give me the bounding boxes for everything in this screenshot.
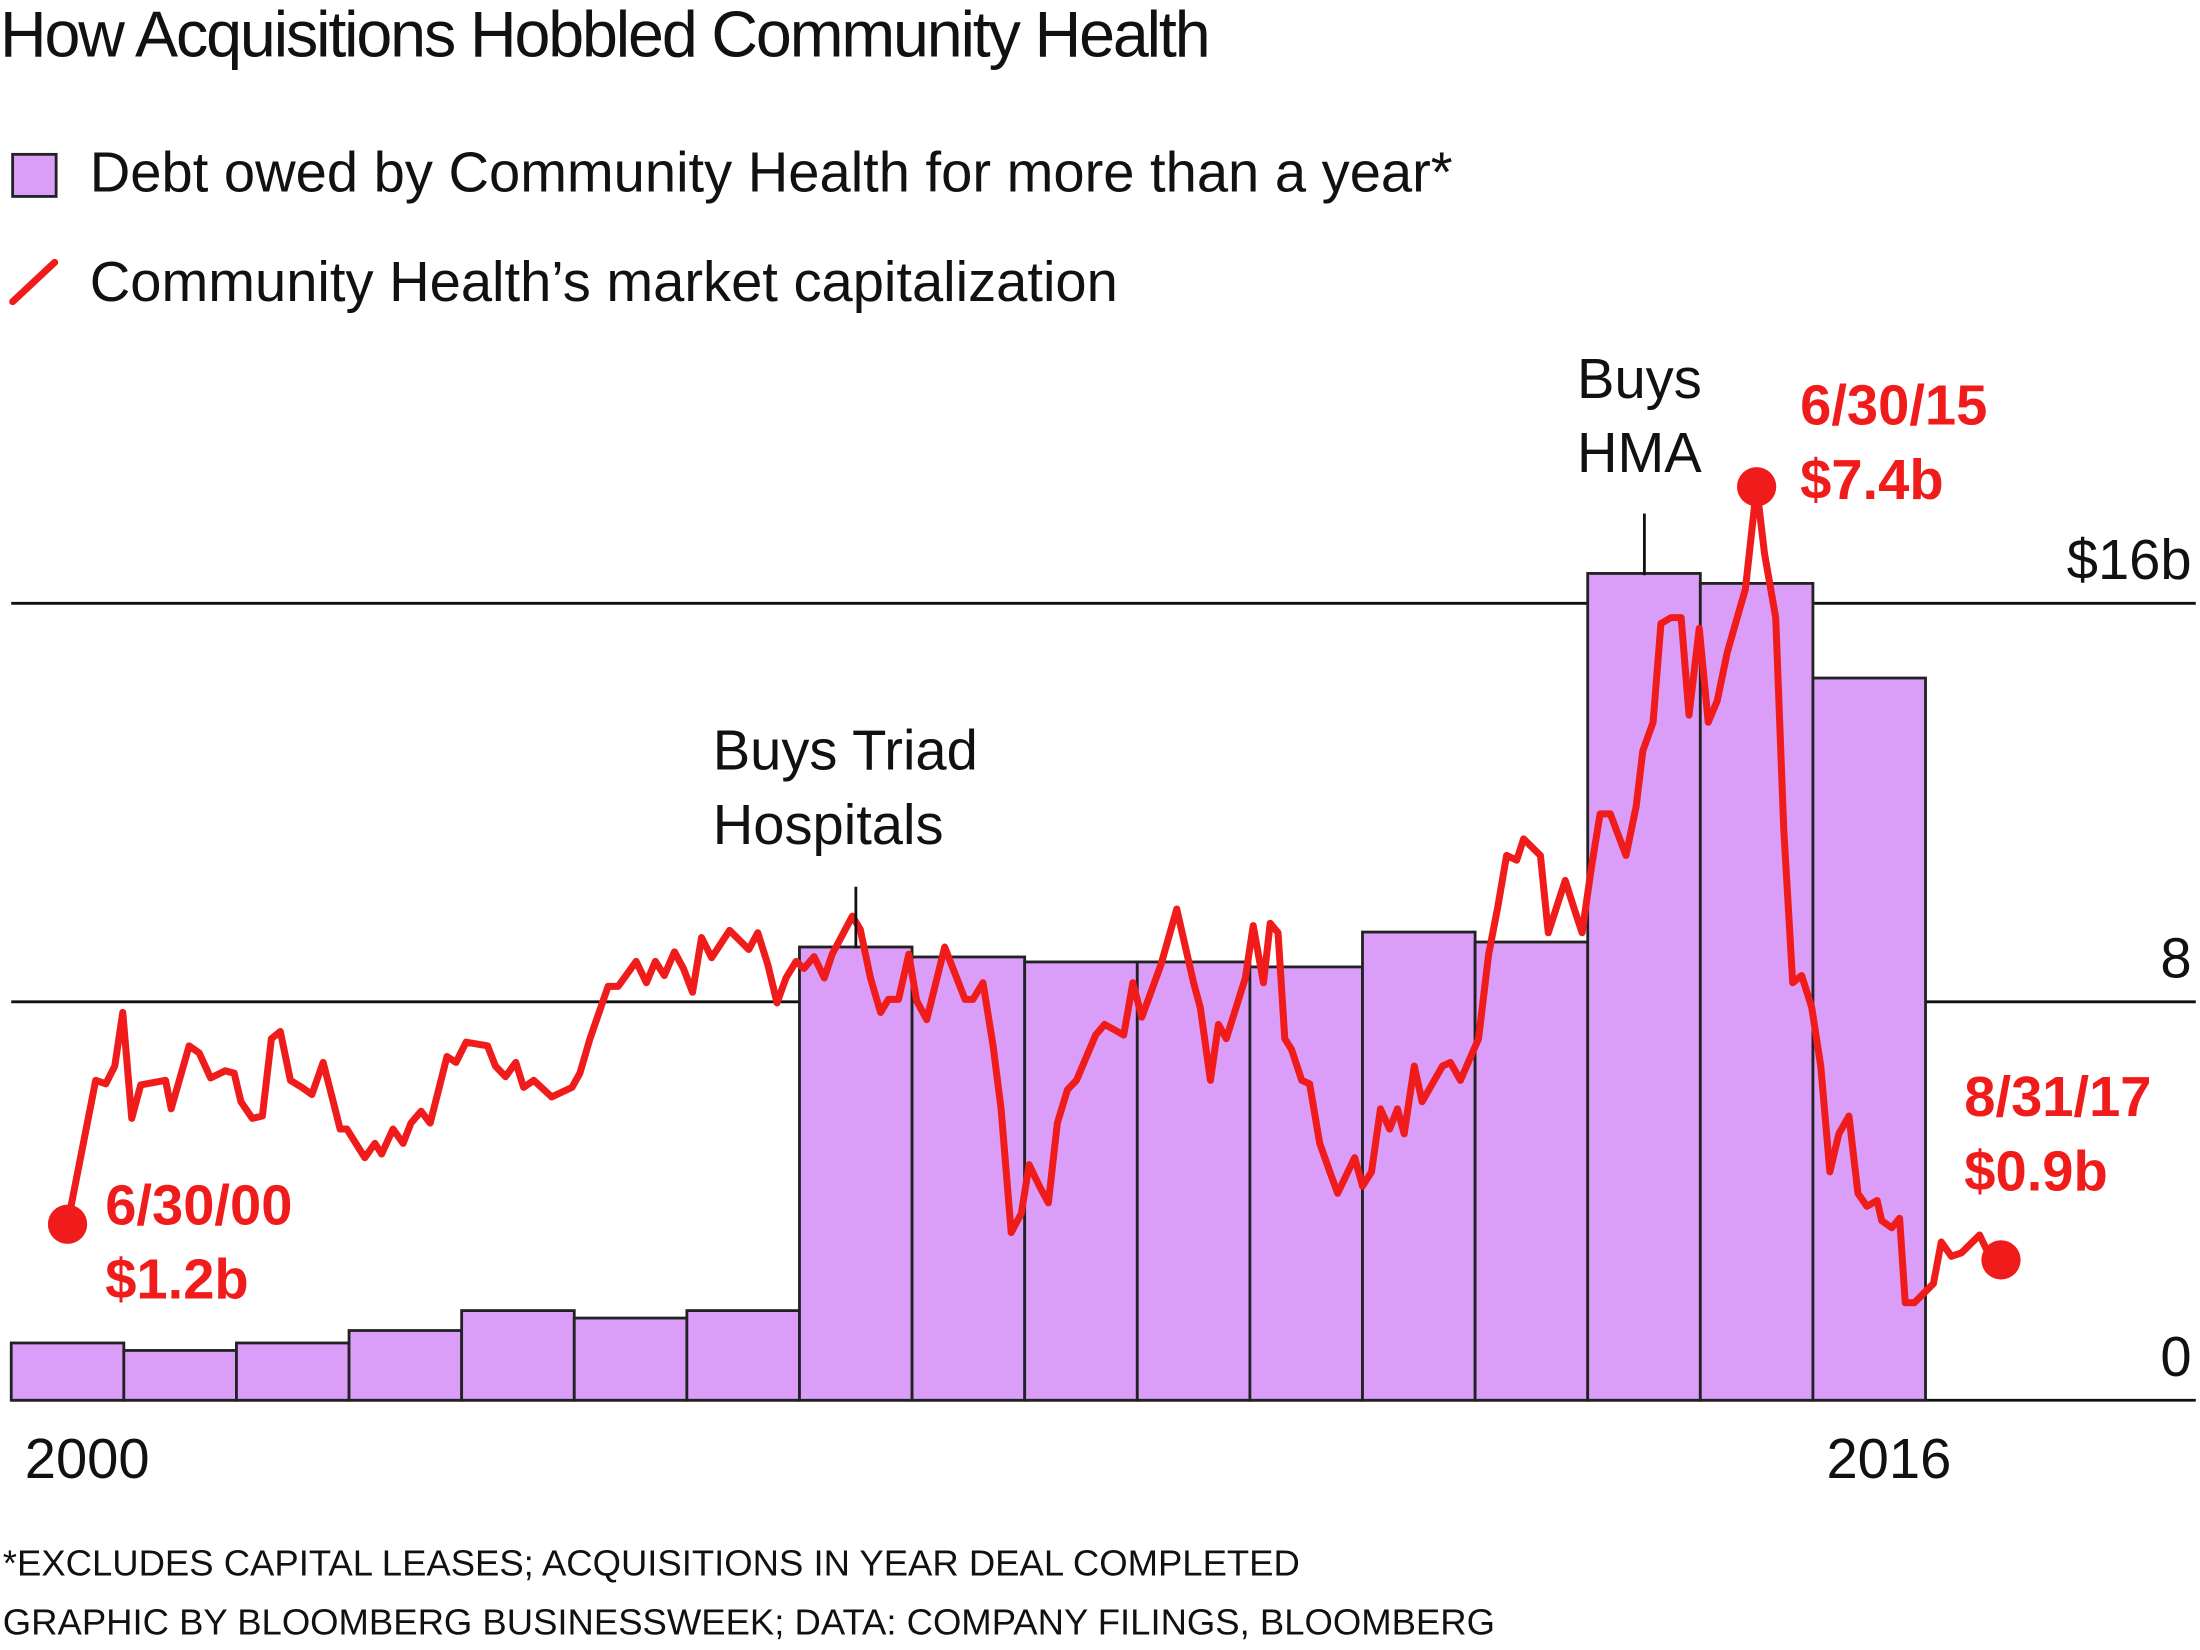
x-tick-label: 2016 [1826, 1427, 1951, 1490]
footnote: *EXCLUDES CAPITAL LEASES; ACQUISITIONS I… [3, 1542, 1300, 1583]
legend-label: Debt owed by Community Health for more t… [90, 141, 1453, 204]
bar [1361, 930, 1477, 1402]
bar [235, 1341, 351, 1402]
callout-date: 8/31/17 [1964, 1065, 2151, 1128]
y-tick-label: $16b [2067, 528, 2192, 591]
annotation: Buys [1577, 347, 1702, 410]
callout-value: $7.4b [1800, 448, 1943, 511]
callout-dot [1981, 1240, 2021, 1280]
bar [347, 1329, 464, 1402]
y-tick-label: 8 [2160, 926, 2191, 989]
bar [1023, 960, 1139, 1402]
chart-title: How Acquisitions Hobbled Community Healt… [0, 0, 1209, 70]
annotation: Hospitals [713, 793, 944, 856]
callout-dot [1736, 467, 1777, 507]
y-tick-label: 0 [2160, 1325, 2191, 1388]
annotation: HMA [1577, 421, 1702, 484]
callout-value: $0.9b [1964, 1140, 2107, 1203]
bar [9, 1341, 126, 1402]
legend-swatch [11, 152, 58, 198]
annotation: Buys Triad [713, 719, 978, 782]
bar [1811, 676, 1927, 1402]
bar [122, 1349, 238, 1402]
bar [1135, 960, 1252, 1402]
callout-date: 6/30/00 [105, 1173, 292, 1236]
line [64, 483, 2004, 1307]
bar [572, 1316, 689, 1402]
bar [460, 1309, 576, 1402]
callout-date: 6/30/15 [1800, 374, 1987, 437]
legend-swatch [9, 258, 59, 306]
bar [798, 945, 914, 1402]
source: GRAPHIC BY BLOOMBERG BUSINESSWEEK; DATA:… [3, 1601, 1495, 1642]
legend: Debt owed by Community Health for more t… [9, 141, 1453, 313]
callout-value: $1.2b [105, 1248, 248, 1311]
bar [1473, 940, 1590, 1402]
x-tick-label: 2000 [25, 1427, 150, 1490]
legend-label: Community Health’s market capitalization [90, 250, 1118, 313]
bar [685, 1309, 801, 1402]
bar [1586, 572, 1702, 1402]
callout-dot [47, 1204, 88, 1244]
bar [1698, 581, 1815, 1402]
